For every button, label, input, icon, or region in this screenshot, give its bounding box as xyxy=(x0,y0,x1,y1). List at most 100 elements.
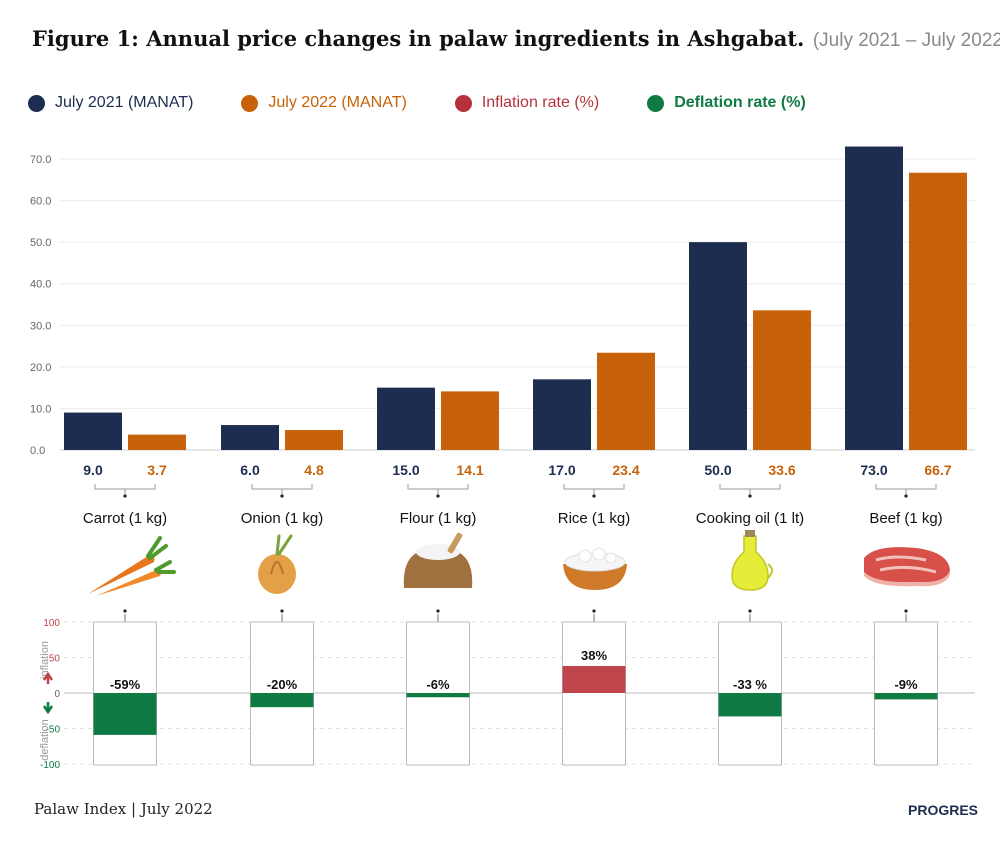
value-label-july-2021-onion-1-kg: 6.0 xyxy=(240,462,260,478)
rate-bar-carrot-1-kg xyxy=(93,693,157,735)
legend-label-deflation: Deflation rate (%) xyxy=(674,94,806,111)
bar-july-2022-flour-1-kg xyxy=(441,391,499,450)
axis-label-inflation: inflation xyxy=(39,641,51,679)
bracket-beef-1-kg xyxy=(875,484,937,494)
bracket-dot-onion-1-kg xyxy=(280,494,284,498)
carrot-icon xyxy=(88,536,176,596)
category-label-carrot-1-kg: Carrot (1 kg) xyxy=(83,510,167,527)
bracket-dot-flour-1-kg xyxy=(436,494,440,498)
legend-dot-deflation xyxy=(647,94,665,112)
rate-value-label-cooking-oil-1-lt: -33 % xyxy=(733,677,767,692)
connector-dot-beef-1-kg xyxy=(904,609,908,613)
title-main: Figure 1: Annual price changes in palaw … xyxy=(32,26,805,51)
rate-bar-chart: 100 50 0 -50 -100 inflation deflation -59% -20% -… xyxy=(39,614,975,771)
y-tick-label: 40.0 xyxy=(30,279,51,291)
onion-icon xyxy=(258,534,296,594)
category-label-flour-1-kg: Flour (1 kg) xyxy=(400,510,477,527)
category-label-beef-1-kg: Beef (1 kg) xyxy=(869,510,942,527)
value-label-july-2022-beef-1-kg: 66.7 xyxy=(924,462,951,478)
chart-title: Figure 1: Annual price changes in palaw … xyxy=(32,26,1000,52)
bracket-rice-1-kg xyxy=(563,484,625,494)
legend-item-deflation: Deflation rate (%) xyxy=(647,94,806,112)
bar-july-2022-rice-1-kg xyxy=(597,352,655,450)
rate-bar-beef-1-kg xyxy=(874,693,938,700)
connector-dot-onion-1-kg xyxy=(280,609,284,613)
rate-bar-flour-1-kg xyxy=(406,693,470,698)
beef-steak-icon xyxy=(864,547,950,587)
brand-logo: PROGRES xyxy=(908,802,979,818)
bracket-dot-rice-1-kg xyxy=(592,494,596,498)
y-tick-label: 10.0 xyxy=(30,403,51,415)
bar-july-2021-carrot-1-kg xyxy=(64,412,122,450)
bar-july-2022-carrot-1-kg xyxy=(128,434,186,450)
axis-label-deflation: deflation xyxy=(39,719,51,761)
bar-july-2021-beef-1-kg xyxy=(845,146,903,450)
value-label-july-2022-onion-1-kg: 4.8 xyxy=(304,462,324,478)
value-label-july-2021-flour-1-kg: 15.0 xyxy=(392,462,419,478)
value-label-july-2021-beef-1-kg: 73.0 xyxy=(860,462,887,478)
bar-july-2021-rice-1-kg xyxy=(533,379,591,450)
rate-value-label-onion-1-kg: -20% xyxy=(267,677,298,692)
rate-value-label-flour-1-kg: -6% xyxy=(426,677,450,692)
bracket-cooking-oil-1-lt xyxy=(719,484,781,494)
title-subtitle: (July 2021 – July 2022) xyxy=(812,30,1000,51)
y-tick-label: 60.0 xyxy=(30,196,51,208)
category-label-rice-1-kg: Rice (1 kg) xyxy=(558,510,631,527)
category-label-cooking-oil-1-lt: Cooking oil (1 lt) xyxy=(696,510,804,527)
connector-dot-carrot-1-kg xyxy=(123,609,127,613)
value-label-july-2022-rice-1-kg: 23.4 xyxy=(612,462,639,478)
y-tick-label: 30.0 xyxy=(30,320,51,332)
rice-bowl-icon xyxy=(563,547,627,590)
legend-label-july-2021: July 2021 (MANAT) xyxy=(55,94,194,111)
y-tick-label: 20.0 xyxy=(30,362,51,374)
value-label-july-2021-carrot-1-kg: 9.0 xyxy=(83,462,103,478)
legend-dot-july-2022 xyxy=(241,94,259,112)
rate-tick-label: -100 xyxy=(40,760,60,771)
bar-july-2022-beef-1-kg xyxy=(909,172,967,450)
category-label-onion-1-kg: Onion (1 kg) xyxy=(241,510,324,527)
rate-tick-label: 0 xyxy=(54,689,60,700)
rate-bar-rice-1-kg xyxy=(562,666,626,693)
legend-dot-inflation xyxy=(454,94,472,112)
price-bar-chart: 0.0 10.0 20.0 30.0 40.0 50.0 60.0 70.0 9.0 3.7 Car… xyxy=(30,146,975,613)
bar-july-2021-onion-1-kg xyxy=(221,425,279,450)
rate-tick-label: 100 xyxy=(43,618,60,629)
rate-value-label-beef-1-kg: -9% xyxy=(894,677,918,692)
bar-july-2022-cooking-oil-1-lt xyxy=(753,310,811,450)
bracket-carrot-1-kg xyxy=(94,484,156,494)
rate-frame-rice-1-kg xyxy=(562,621,626,766)
legend-item-july-2022: July 2022 (MANAT) xyxy=(241,94,407,112)
y-tick-label: 70.0 xyxy=(30,154,51,166)
flour-sack-icon xyxy=(403,532,473,588)
rate-tick-label: 50 xyxy=(49,654,61,665)
rate-tick-label: -50 xyxy=(46,725,61,736)
value-label-july-2022-flour-1-kg: 14.1 xyxy=(456,462,483,478)
bracket-dot-cooking-oil-1-lt xyxy=(748,494,752,498)
legend-item-july-2021: July 2021 (MANAT) xyxy=(28,94,193,112)
legend-item-inflation: Inflation rate (%) xyxy=(454,94,600,112)
value-label-july-2021-rice-1-kg: 17.0 xyxy=(548,462,575,478)
rate-value-label-rice-1-kg: 38% xyxy=(581,648,607,663)
oil-bottle-icon xyxy=(731,530,773,591)
connector-dot-flour-1-kg xyxy=(436,609,440,613)
bracket-dot-beef-1-kg xyxy=(904,494,908,498)
legend-label-inflation: Inflation rate (%) xyxy=(481,94,600,111)
value-label-july-2021-cooking-oil-1-lt: 50.0 xyxy=(704,462,731,478)
bar-july-2021-flour-1-kg xyxy=(377,387,435,450)
footer-source: Palaw Index | July 2022 xyxy=(34,800,213,818)
value-label-july-2022-cooking-oil-1-lt: 33.6 xyxy=(768,462,795,478)
bar-july-2022-onion-1-kg xyxy=(285,430,343,450)
value-label-july-2022-carrot-1-kg: 3.7 xyxy=(147,462,167,478)
connector-dot-rice-1-kg xyxy=(592,609,596,613)
legend-dot-july-2021 xyxy=(28,94,45,112)
rate-bar-onion-1-kg xyxy=(250,693,314,708)
y-tick-label: 0.0 xyxy=(30,445,45,457)
y-tick-label: 50.0 xyxy=(30,237,51,249)
legend: July 2021 (MANAT) July 2022 (MANAT) Infl… xyxy=(28,94,854,112)
bracket-onion-1-kg xyxy=(251,484,313,494)
legend-label-july-2022: July 2022 (MANAT) xyxy=(268,94,407,111)
ingredient-icons xyxy=(88,530,950,596)
connector-dot-cooking-oil-1-lt xyxy=(748,609,752,613)
bar-july-2021-cooking-oil-1-lt xyxy=(689,242,747,450)
